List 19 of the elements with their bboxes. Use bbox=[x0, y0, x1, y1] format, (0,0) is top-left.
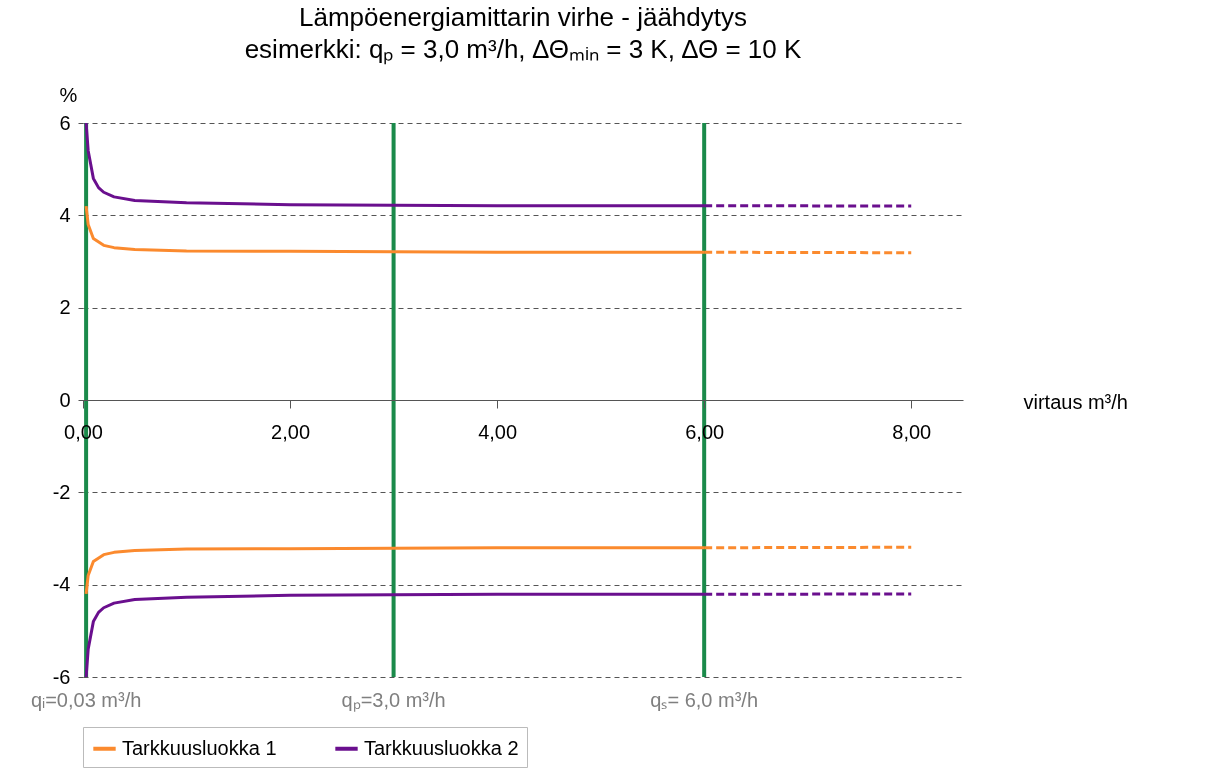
y-axis-title: % bbox=[59, 83, 78, 106]
y-tick-label: -2 bbox=[52, 480, 71, 503]
legend-label: Tarkkuusluokka 2 bbox=[364, 736, 519, 759]
y-tick-label: -4 bbox=[52, 573, 71, 596]
ref-line-label: qₛ= 6,0 m³/h bbox=[650, 689, 759, 711]
chart-title: Lämpöenergiamittarin virhe - jäähdytys bbox=[299, 2, 747, 32]
legend-label: Tarkkuusluokka 1 bbox=[122, 736, 277, 759]
x-axis-title: virtaus m³/h bbox=[1023, 390, 1128, 413]
x-tick-label: 8,00 bbox=[892, 420, 932, 443]
x-tick-label: 2,00 bbox=[271, 420, 311, 443]
ref-line-label: qₚ=3,0 m³/h bbox=[341, 689, 446, 712]
y-tick-label: 6 bbox=[59, 111, 71, 134]
chart-subtitle: esimerkki: qₚ = 3,0 m³/h, ∆Θₘᵢₙ = 3 K, ∆Θ = 10 K bbox=[244, 34, 803, 65]
ref-line-label: qᵢ=0,03 m³/h bbox=[30, 689, 142, 711]
y-tick-label: 4 bbox=[59, 203, 71, 226]
y-tick-label: -6 bbox=[52, 665, 71, 688]
y-tick-label: 2 bbox=[59, 296, 71, 319]
y-tick-label: 0 bbox=[59, 388, 71, 411]
x-tick-label: 4,00 bbox=[478, 420, 518, 443]
